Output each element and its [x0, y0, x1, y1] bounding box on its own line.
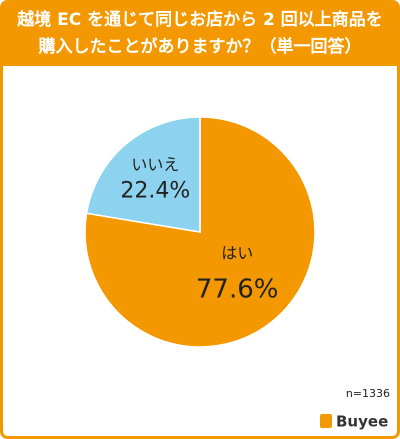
chart-title: 越境 EC を通じて同じお店から 2 回以上商品を: [16, 9, 383, 30]
slice-category: はい: [221, 243, 253, 262]
pie-slice: [84, 116, 316, 348]
slice-value-label: 77.6%: [196, 274, 279, 304]
title-banner: [1, 1, 399, 66]
slice-category: いいえ: [131, 155, 179, 174]
slice-value-label: 22.4%: [120, 178, 190, 203]
logo-icon: [320, 414, 332, 428]
chart-title: 購入したことがありますか？（単一回答）: [39, 36, 362, 57]
logo: Buyee: [336, 413, 388, 431]
pie-slice: [85, 116, 201, 233]
sample-note: n=1336: [346, 387, 390, 400]
